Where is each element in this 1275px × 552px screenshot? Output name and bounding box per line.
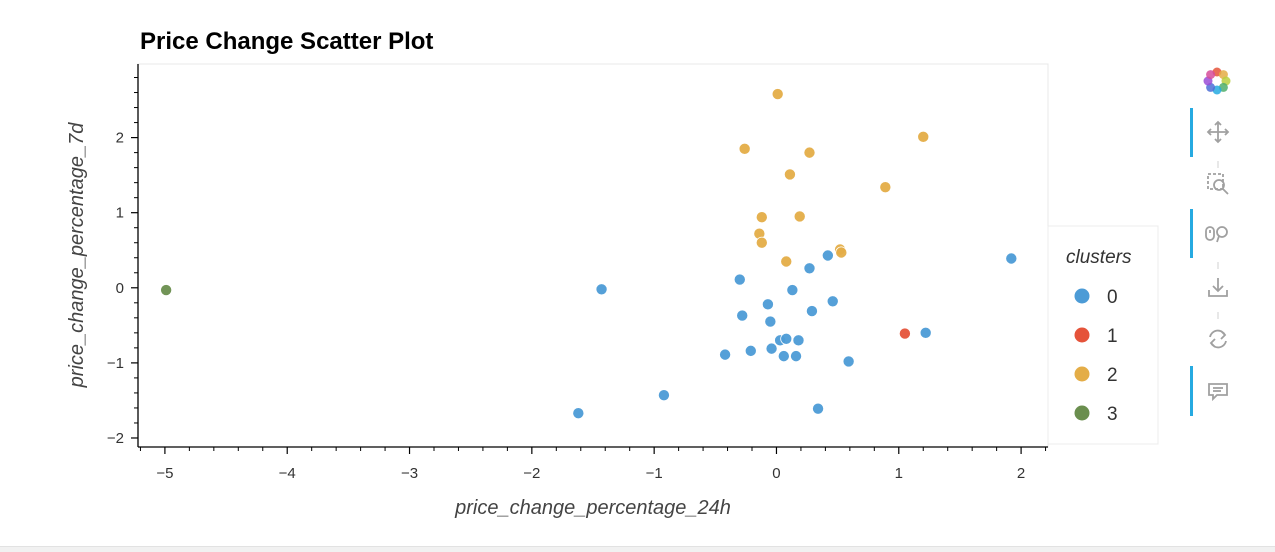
- data-point-cluster-0[interactable]: [792, 334, 805, 347]
- data-point-cluster-2[interactable]: [793, 210, 806, 223]
- data-point-cluster-0[interactable]: [805, 305, 818, 318]
- hover-icon[interactable]: [1208, 383, 1228, 402]
- x-tick-label: −4: [279, 465, 296, 482]
- pan-active-indicator: [1190, 108, 1193, 157]
- data-point-cluster-0[interactable]: [821, 249, 834, 262]
- legend: clusters 0 1 2 3: [1047, 225, 1159, 445]
- x-tick-label: −3: [401, 465, 418, 482]
- x-tick-label: −2: [523, 465, 540, 482]
- y-tick-label: 2: [116, 130, 124, 147]
- data-point-cluster-0[interactable]: [736, 309, 749, 322]
- data-point-cluster-0[interactable]: [595, 283, 608, 296]
- data-point-cluster-3[interactable]: [160, 284, 173, 297]
- x-tick-label: −5: [156, 465, 173, 482]
- data-point-cluster-2[interactable]: [835, 246, 848, 259]
- data-point-cluster-0[interactable]: [786, 284, 799, 297]
- data-point-cluster-1[interactable]: [898, 327, 911, 340]
- data-point-cluster-2[interactable]: [783, 168, 796, 181]
- data-point-cluster-0[interactable]: [719, 348, 732, 361]
- data-point-cluster-0[interactable]: [919, 326, 932, 339]
- x-tick-label: 0: [772, 465, 780, 482]
- reset-icon[interactable]: [1209, 329, 1227, 349]
- pan-icon[interactable]: [1206, 120, 1230, 144]
- data-point-cluster-0[interactable]: [733, 273, 746, 286]
- x-tick-label: 2: [1017, 465, 1025, 482]
- save-icon[interactable]: [1208, 278, 1228, 297]
- y-axis-label: price_change_percentage_7d: [66, 122, 88, 389]
- x-axis-label: price_change_percentage_24h: [454, 497, 731, 519]
- legend-box: [1047, 225, 1159, 445]
- data-point-cluster-0[interactable]: [812, 402, 825, 415]
- y-tick-label: 0: [116, 280, 124, 297]
- wheel-zoom-icon[interactable]: [1205, 226, 1228, 243]
- chart-title: Price Change Scatter Plot: [140, 28, 433, 55]
- wheel-zoom-active-indicator: [1190, 209, 1193, 258]
- data-point-cluster-2[interactable]: [780, 255, 793, 268]
- data-point-cluster-0[interactable]: [744, 344, 757, 357]
- data-point-cluster-0[interactable]: [803, 262, 816, 275]
- data-point-cluster-0[interactable]: [777, 350, 790, 363]
- y-tick-label: −2: [107, 430, 124, 447]
- data-point-cluster-0[interactable]: [761, 298, 774, 311]
- data-point-cluster-0[interactable]: [657, 389, 670, 402]
- page-divider: [0, 546, 1275, 552]
- data-point-cluster-0[interactable]: [572, 407, 585, 420]
- box-zoom-icon[interactable]: [1207, 173, 1229, 195]
- data-point-cluster-0[interactable]: [790, 350, 803, 363]
- legend-label-3[interactable]: 3: [1107, 404, 1118, 425]
- x-axis: −5 −4 −3 −2 −1 0 1 2: [138, 446, 1048, 482]
- data-point-cluster-2[interactable]: [771, 88, 784, 101]
- data-point-cluster-2[interactable]: [803, 146, 816, 159]
- data-point-cluster-0[interactable]: [765, 342, 778, 355]
- data-point-cluster-0[interactable]: [764, 315, 777, 328]
- hover-active-indicator: [1190, 366, 1193, 416]
- plot-frame[interactable]: [137, 63, 1049, 448]
- toolbar: [1190, 67, 1231, 416]
- points-layer: [160, 88, 1018, 420]
- data-point-cluster-0[interactable]: [1005, 252, 1018, 265]
- x-tick-label: 1: [895, 465, 903, 482]
- data-point-cluster-0[interactable]: [826, 295, 839, 308]
- legend-marker-2[interactable]: [1074, 366, 1090, 382]
- y-tick-label: 1: [116, 205, 124, 222]
- x-tick-label: −1: [646, 465, 663, 482]
- bokeh-logo-icon[interactable]: [1203, 67, 1231, 95]
- legend-marker-0[interactable]: [1074, 288, 1090, 304]
- legend-marker-1[interactable]: [1074, 327, 1090, 343]
- data-point-cluster-0[interactable]: [842, 355, 855, 368]
- legend-label-1[interactable]: 1: [1107, 326, 1118, 347]
- legend-label-2[interactable]: 2: [1107, 365, 1118, 386]
- data-point-cluster-0[interactable]: [780, 332, 793, 345]
- data-point-cluster-2[interactable]: [879, 181, 892, 194]
- y-axis: −2 −1 0 1 2: [107, 64, 139, 447]
- data-point-cluster-2[interactable]: [738, 142, 751, 155]
- legend-title: clusters: [1066, 247, 1132, 268]
- data-point-cluster-2[interactable]: [755, 236, 768, 249]
- legend-marker-3[interactable]: [1074, 405, 1090, 421]
- y-tick-label: −1: [107, 355, 124, 372]
- legend-label-0[interactable]: 0: [1107, 287, 1118, 308]
- data-point-cluster-2[interactable]: [755, 211, 768, 224]
- data-point-cluster-2[interactable]: [917, 130, 930, 143]
